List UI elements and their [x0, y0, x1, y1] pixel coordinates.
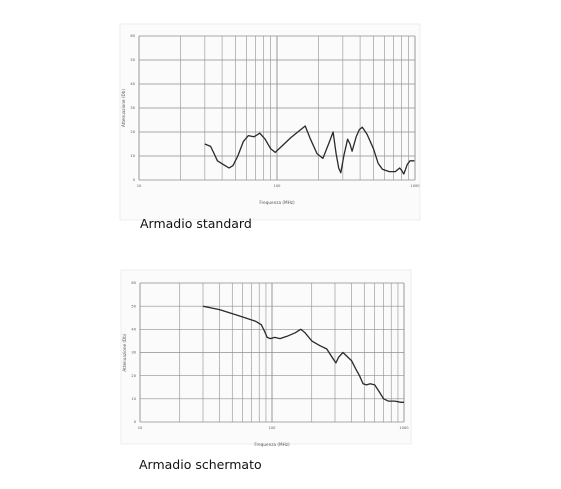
x-tick-label: 1000: [399, 426, 409, 430]
x-tick-label: 10: [137, 184, 142, 188]
x-tick-labels: 10 100 1000: [138, 426, 410, 430]
x-tick-label: 10: [138, 426, 143, 430]
chart-grid: [139, 282, 405, 423]
y-tick-label: 20: [131, 374, 136, 378]
chart-paper-frame: [119, 23, 421, 221]
x-tick-label: 1000: [410, 184, 420, 188]
chart-caption-schermato: Armadio schermato: [139, 457, 262, 472]
y-tick-label: 60: [131, 281, 136, 285]
attenuation-series-line: [202, 305, 404, 403]
y-tick-label: 10: [131, 397, 136, 401]
x-tick-label: 100: [274, 184, 282, 188]
chart-caption-standard: Armadio standard: [140, 216, 252, 231]
y-tick-label: 10: [130, 154, 135, 158]
y-tick-label: 50: [131, 304, 136, 308]
y-tick-label: 0: [133, 178, 136, 182]
y-tick-label: 30: [130, 106, 135, 110]
y-tick-label: 40: [131, 328, 136, 332]
y-axis-label: Attenuazione (Db): [121, 89, 126, 128]
attenuation-series-line: [204, 125, 415, 175]
x-axis-label: Frequenza (MHz): [254, 442, 290, 447]
y-tick-label: 0: [134, 420, 137, 424]
y-tick-label: 60: [130, 34, 135, 38]
y-tick-labels: 0 10 20 30 40 50 60: [131, 281, 136, 424]
y-tick-label: 40: [130, 82, 135, 86]
x-tick-label: 100: [269, 426, 277, 430]
x-axis-label: Frequenza (MHz): [259, 200, 295, 205]
y-axis-label: Attenuazione (Db): [122, 333, 127, 372]
x-tick-labels: 10 100 1000: [137, 184, 421, 188]
y-tick-label: 20: [130, 130, 135, 134]
y-tick-label: 30: [131, 351, 136, 355]
chart-grid: [138, 35, 416, 181]
y-tick-labels: 0 10 20 30 40 50 60: [130, 34, 135, 182]
y-tick-label: 50: [130, 58, 135, 62]
